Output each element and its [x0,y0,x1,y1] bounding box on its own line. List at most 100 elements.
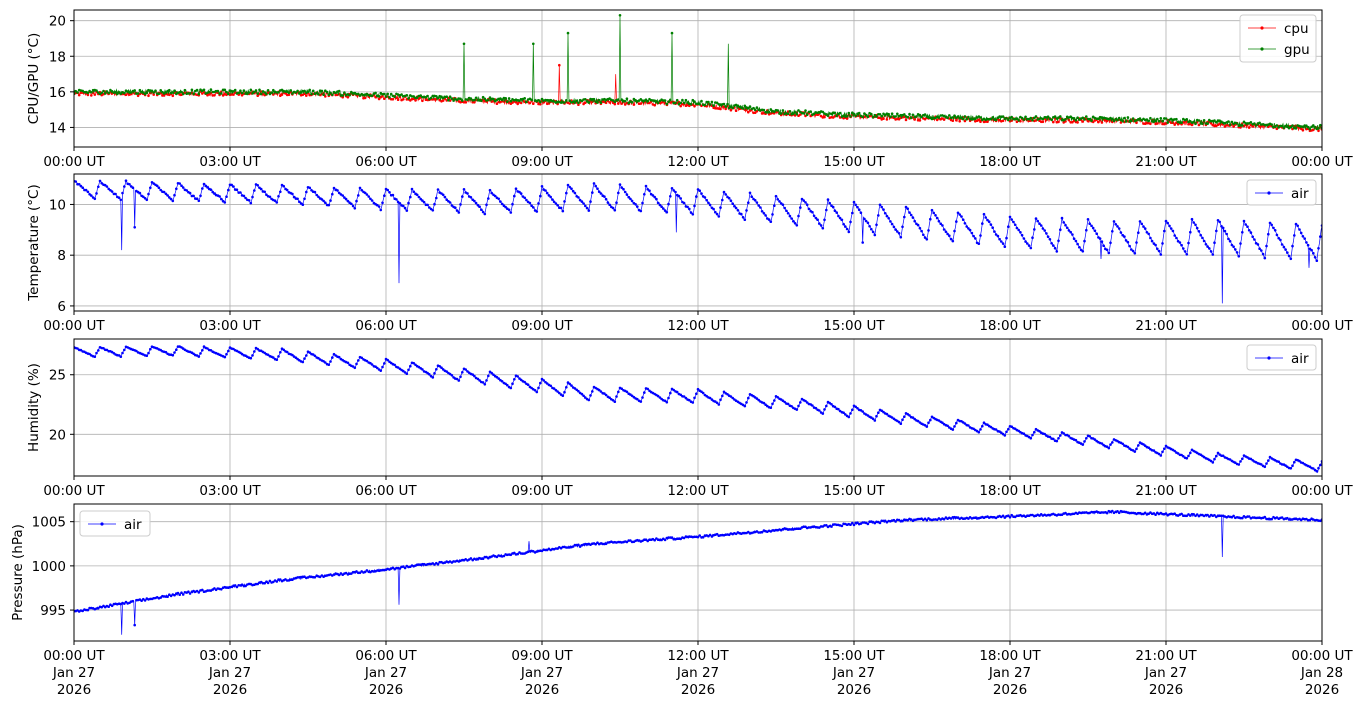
data-point [275,201,279,204]
data-point [188,92,192,95]
data-point [1112,220,1116,223]
data-point [377,95,381,98]
data-point [540,185,544,188]
data-point [890,112,894,115]
data-point [577,196,580,199]
x-tick-label: 03:00 UT [199,154,261,170]
legend: air [79,510,151,537]
data-point [429,96,433,100]
data-point [370,94,374,97]
data-point [793,222,797,225]
data-point [542,379,545,382]
data-point [682,201,686,205]
data-point [684,98,688,102]
x-tick-label: 06:00 UT [355,318,417,334]
x-tick-year: 2026 [1149,682,1183,698]
data-point [639,102,643,105]
data-point [488,188,492,192]
y-axis-label: CPU/GPU (°C) [26,33,42,124]
data-point [1284,248,1287,251]
data-point [417,195,421,199]
series-gpu [74,14,1322,131]
data-point [402,204,405,208]
data-point [669,195,672,198]
x-tick-label: 09:00 UT [511,318,573,334]
data-point [159,89,162,92]
x-tick-date: Jan 27 [832,665,875,681]
data-point [1105,511,1109,515]
data-point [842,222,845,226]
data-point [913,219,916,223]
data-point [847,111,851,115]
data-point [207,90,211,94]
data-point [701,391,705,395]
data-point [1289,467,1293,470]
data-point [253,350,256,353]
data-point [849,412,852,415]
data-point [436,96,440,100]
data-point [1100,240,1104,243]
data-point [733,204,736,208]
data-point [996,234,1000,238]
data-point [769,406,773,410]
data-point [93,197,97,201]
data-point [568,185,571,189]
x-tick-year: 2026 [57,682,91,698]
data-point [154,89,157,92]
data-point [100,182,103,185]
data-point [795,224,799,227]
data-point [549,195,552,199]
data-point [1163,447,1166,451]
data-point [1232,514,1235,518]
data-point [455,209,459,212]
data-point [428,562,431,566]
data-point [991,226,994,229]
data-point [1031,433,1034,437]
data-point [1215,120,1218,124]
data-point [242,89,246,92]
data-point [1026,514,1029,517]
data-point [398,202,402,205]
data-point [1026,117,1029,121]
data-point [360,188,364,192]
data-point [734,532,738,536]
data-point [715,401,719,405]
data-point [1220,225,1223,228]
data-point [1007,225,1010,228]
legend-box [1246,344,1317,371]
data-point [901,519,904,523]
data-point [1064,223,1067,227]
data-point [946,232,949,236]
data-point [1185,253,1189,256]
data-point [835,211,838,214]
data-point [341,94,345,97]
data-point [310,92,313,96]
data-point [655,197,658,201]
data-point [1156,247,1159,251]
data-point [1088,435,1091,438]
data-point [1267,459,1270,462]
data-point [740,212,743,216]
data-point [821,412,825,415]
data-point [1048,238,1052,241]
data-point [324,89,327,92]
data-point [1192,221,1195,224]
data-point [259,92,263,96]
data-point [916,223,920,227]
data-point [797,109,800,112]
data-point [138,191,142,195]
y-axis-label: Temperature (°C) [26,184,42,302]
data-point [984,216,987,219]
data-point [266,581,270,585]
data-point [871,417,875,421]
data-point [825,208,828,212]
data-point [967,424,970,427]
data-point [1038,222,1041,225]
data-point [1043,432,1046,436]
data-point [948,114,951,117]
data-point [721,394,724,398]
data-point [1197,123,1201,127]
data-point [1116,225,1119,228]
data-point [206,347,209,350]
data-point [1289,125,1293,129]
